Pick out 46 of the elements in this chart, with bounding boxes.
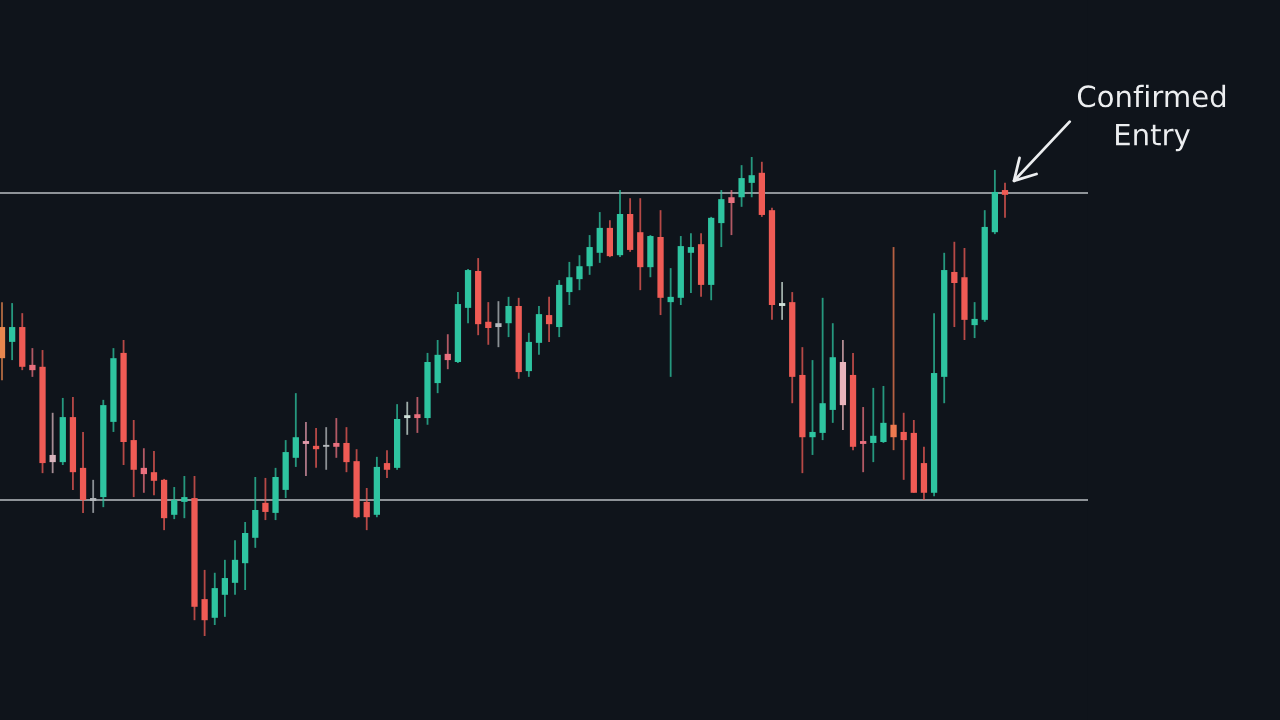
candlestick [586, 234, 593, 276]
candlestick [150, 450, 158, 497]
candlestick [1001, 181, 1009, 219]
candlestick [860, 406, 867, 474]
candlestick [576, 254, 583, 292]
candlestick [343, 426, 350, 474]
candlestick [231, 539, 239, 596]
candlestick [90, 478, 97, 514]
candlestick [262, 477, 269, 521]
candlestick [383, 449, 391, 479]
candlestick [404, 400, 411, 436]
candlestick [667, 267, 674, 378]
candlestick [545, 295, 553, 343]
candlestick [333, 417, 340, 459]
candlestick [302, 420, 310, 477]
candlestick [49, 411, 56, 475]
candlestick [485, 301, 492, 346]
candlestick [8, 302, 16, 362]
candlestick [971, 301, 978, 339]
candlestick [201, 568, 208, 637]
candlestick [495, 300, 502, 349]
candlestick [181, 475, 188, 520]
candlestick [444, 333, 451, 371]
candlestick [29, 347, 36, 378]
candlestick [292, 392, 299, 468]
candlestick [171, 486, 178, 521]
text: Confirmed Entry [1077, 84, 1226, 152]
candlestick [140, 447, 147, 494]
candlestick [880, 385, 887, 444]
candlestick [728, 189, 735, 236]
candlestick [870, 386, 877, 464]
candlestick [323, 426, 330, 471]
candlestick [778, 281, 786, 321]
candlestick [890, 246, 897, 452]
candlestick [414, 396, 421, 434]
candlestick [809, 359, 816, 456]
candlestick [748, 156, 755, 199]
candlestick [738, 164, 745, 208]
candlestick [363, 487, 370, 532]
candlestick [951, 240, 958, 328]
candlestick [566, 260, 573, 306]
candlestick [900, 411, 907, 481]
candlestick [221, 558, 229, 618]
candlestick [505, 295, 512, 339]
candlestick [687, 232, 695, 294]
candlestick [718, 189, 725, 248]
